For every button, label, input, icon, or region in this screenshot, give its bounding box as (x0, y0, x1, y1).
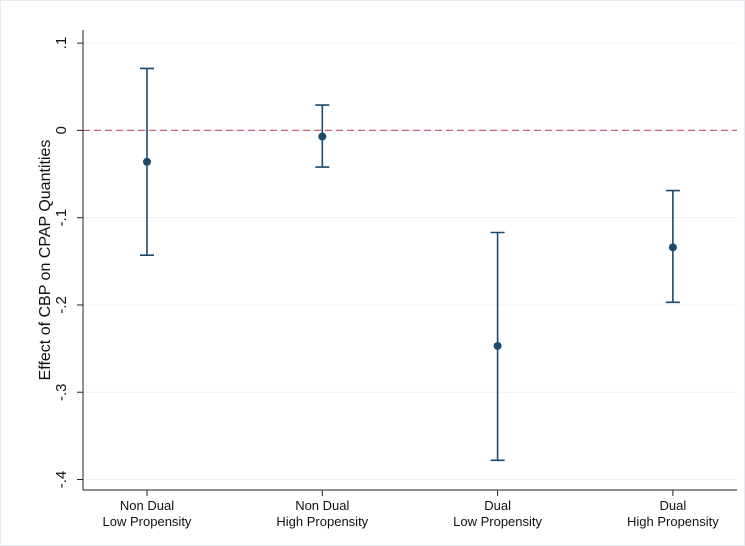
x-tick-label: High Propensity (276, 514, 368, 529)
x-tick-label: Low Propensity (453, 514, 542, 529)
y-tick-label: .1 (53, 37, 70, 50)
x-tick-label: Non Dual (120, 498, 174, 513)
y-tick-label: -.2 (53, 296, 70, 314)
point (668, 243, 677, 252)
y-tick-label: -.4 (53, 471, 70, 489)
x-tick-label: Low Propensity (103, 514, 192, 529)
x-tick-label: Dual (484, 498, 511, 513)
x-tick-label: Non Dual (295, 498, 349, 513)
point (143, 157, 151, 166)
point (493, 341, 502, 350)
y-axis-label: Effect of CBP on CPAP Quantities (37, 140, 54, 381)
y-tick-label: -.1 (53, 209, 70, 227)
x-tick-label: High Propensity (627, 514, 719, 529)
y-tick-label: -.3 (53, 383, 70, 401)
point (318, 132, 327, 141)
x-tick-label: Dual (660, 498, 687, 513)
y-tick-label: 0 (53, 126, 70, 134)
